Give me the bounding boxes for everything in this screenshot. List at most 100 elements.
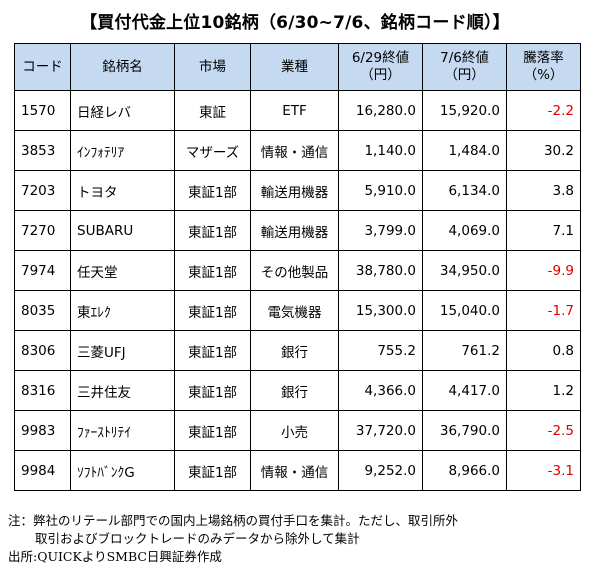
cell-change: -2.2 — [506, 90, 581, 131]
cell-change: 1.2 — [506, 370, 581, 411]
cell-sector: 輸送用機器 — [250, 170, 339, 211]
footnotes: 注：弊社のリテール部門での国内上場銘柄の買付手口を集計。ただし、取引所外 取引お… — [8, 512, 584, 566]
header-code: コード — [14, 43, 71, 91]
ranking-table: コード 銘柄名 市場 業種 6/29終値 （円） 7/6終値 （円） 騰落率 （… — [14, 43, 581, 491]
table-row: 3853 ｲﾝﾌｫﾃﾘｱ マザーズ 情報・通信 1,140.0 1,484.0 … — [14, 130, 581, 171]
cell-name: 三菱UFJ — [70, 330, 175, 371]
cell-price-0706: 8,966.0 — [422, 450, 507, 491]
cell-change: 30.2 — [506, 130, 581, 171]
cell-name: ｿﾌﾄﾊﾞﾝｸG — [70, 450, 175, 491]
cell-market: 東証 — [174, 90, 251, 131]
cell-code: 7270 — [14, 210, 71, 251]
cell-price-0706: 1,484.0 — [422, 130, 507, 171]
cell-price-0706: 6,134.0 — [422, 170, 507, 211]
header-change: 騰落率 （%） — [506, 43, 581, 91]
header-sector: 業種 — [250, 43, 339, 91]
header-market: 市場 — [174, 43, 251, 91]
note-line-2: 取引およびブロックトレードのみデータから除外して集計 — [35, 531, 360, 546]
cell-code: 8035 — [14, 290, 71, 331]
cell-price-0629: 3,799.0 — [338, 210, 423, 251]
cell-code: 8316 — [14, 370, 71, 411]
cell-change: -9.9 — [506, 250, 581, 291]
cell-change: -1.7 — [506, 290, 581, 331]
cell-sector: その他製品 — [250, 250, 339, 291]
cell-price-0629: 37,720.0 — [338, 410, 423, 451]
cell-change: -3.1 — [506, 450, 581, 491]
cell-price-0706: 34,950.0 — [422, 250, 507, 291]
cell-code: 8306 — [14, 330, 71, 371]
cell-price-0629: 1,140.0 — [338, 130, 423, 171]
cell-code: 7974 — [14, 250, 71, 291]
header-price-0629-line1: 6/29終値 — [351, 50, 410, 66]
cell-price-0706: 4,069.0 — [422, 210, 507, 251]
header-change-line2: （%） — [523, 67, 564, 83]
cell-sector: 情報・通信 — [250, 450, 339, 491]
cell-price-0706: 15,040.0 — [422, 290, 507, 331]
cell-name: SUBARU — [70, 210, 175, 251]
note-line-1: 注：弊社のリテール部門での国内上場銘柄の買付手口を集計。ただし、取引所外 — [8, 513, 459, 528]
cell-name: 三井住友 — [70, 370, 175, 411]
cell-sector: 電気機器 — [250, 290, 339, 331]
cell-market: 東証1部 — [174, 250, 251, 291]
table-row: 9983 ﾌｧｰｽﾄﾘﾃｲ 東証1部 小売 37,720.0 36,790.0 … — [14, 410, 581, 451]
cell-code: 3853 — [14, 130, 71, 171]
source-line: 出所:QUICKよりSMBC日興証券作成 — [8, 549, 222, 564]
cell-name: 日経レバ — [70, 90, 175, 131]
cell-price-0629: 5,910.0 — [338, 170, 423, 211]
header-price-0629: 6/29終値 （円） — [338, 43, 423, 91]
page-title: 【買付代金上位10銘柄（6/30~7/6、銘柄コード順）】 — [80, 13, 510, 33]
cell-price-0629: 4,366.0 — [338, 370, 423, 411]
cell-sector: ETF — [250, 90, 339, 131]
cell-change: 3.8 — [506, 170, 581, 211]
table-row: 8316 三井住友 東証1部 銀行 4,366.0 4,417.0 1.2 — [14, 370, 581, 411]
table-body: 1570 日経レバ 東証 ETF 16,280.0 15,920.0 -2.2 … — [14, 90, 581, 491]
table-row: 8306 三菱UFJ 東証1部 銀行 755.2 761.2 0.8 — [14, 330, 581, 371]
cell-sector: 銀行 — [250, 370, 339, 411]
cell-market: 東証1部 — [174, 290, 251, 331]
cell-market: マザーズ — [174, 130, 251, 171]
cell-price-0706: 4,417.0 — [422, 370, 507, 411]
cell-sector: 小売 — [250, 410, 339, 451]
cell-market: 東証1部 — [174, 370, 251, 411]
header-price-0706: 7/6終値 （円） — [422, 43, 507, 91]
header-price-0629-line2: （円） — [360, 67, 401, 83]
cell-price-0706: 15,920.0 — [422, 90, 507, 131]
cell-code: 9983 — [14, 410, 71, 451]
cell-sector: 銀行 — [250, 330, 339, 371]
table-row: 7270 SUBARU 東証1部 輸送用機器 3,799.0 4,069.0 7… — [14, 210, 581, 251]
table-row: 9984 ｿﾌﾄﾊﾞﾝｸG 東証1部 情報・通信 9,252.0 8,966.0… — [14, 450, 581, 491]
cell-price-0706: 761.2 — [422, 330, 507, 371]
cell-price-0629: 9,252.0 — [338, 450, 423, 491]
cell-name: ﾌｧｰｽﾄﾘﾃｲ — [70, 410, 175, 451]
cell-name: 東ｴﾚｸ — [70, 290, 175, 331]
cell-code: 9984 — [14, 450, 71, 491]
table-row: 7974 任天堂 東証1部 その他製品 38,780.0 34,950.0 -9… — [14, 250, 581, 291]
cell-name: トヨタ — [70, 170, 175, 211]
cell-market: 東証1部 — [174, 410, 251, 451]
cell-code: 7203 — [14, 170, 71, 211]
cell-change: 0.8 — [506, 330, 581, 371]
header-price-0706-line2: （円） — [444, 67, 485, 83]
cell-change: -2.5 — [506, 410, 581, 451]
cell-price-0706: 36,790.0 — [422, 410, 507, 451]
header-name: 銘柄名 — [70, 43, 175, 91]
cell-market: 東証1部 — [174, 210, 251, 251]
cell-sector: 情報・通信 — [250, 130, 339, 171]
cell-market: 東証1部 — [174, 330, 251, 371]
cell-name: 任天堂 — [70, 250, 175, 291]
table-header-row: コード 銘柄名 市場 業種 6/29終値 （円） 7/6終値 （円） 騰落率 （… — [14, 43, 581, 91]
cell-price-0629: 16,280.0 — [338, 90, 423, 131]
header-change-line1: 騰落率 — [523, 50, 564, 66]
table-row: 1570 日経レバ 東証 ETF 16,280.0 15,920.0 -2.2 — [14, 90, 581, 131]
cell-code: 1570 — [14, 90, 71, 131]
header-price-0706-line1: 7/6終値 — [440, 50, 489, 66]
cell-price-0629: 15,300.0 — [338, 290, 423, 331]
cell-name: ｲﾝﾌｫﾃﾘｱ — [70, 130, 175, 171]
cell-price-0629: 755.2 — [338, 330, 423, 371]
table-row: 7203 トヨタ 東証1部 輸送用機器 5,910.0 6,134.0 3.8 — [14, 170, 581, 211]
cell-market: 東証1部 — [174, 450, 251, 491]
cell-change: 7.1 — [506, 210, 581, 251]
cell-sector: 輸送用機器 — [250, 210, 339, 251]
table-row: 8035 東ｴﾚｸ 東証1部 電気機器 15,300.0 15,040.0 -1… — [14, 290, 581, 331]
cell-price-0629: 38,780.0 — [338, 250, 423, 291]
